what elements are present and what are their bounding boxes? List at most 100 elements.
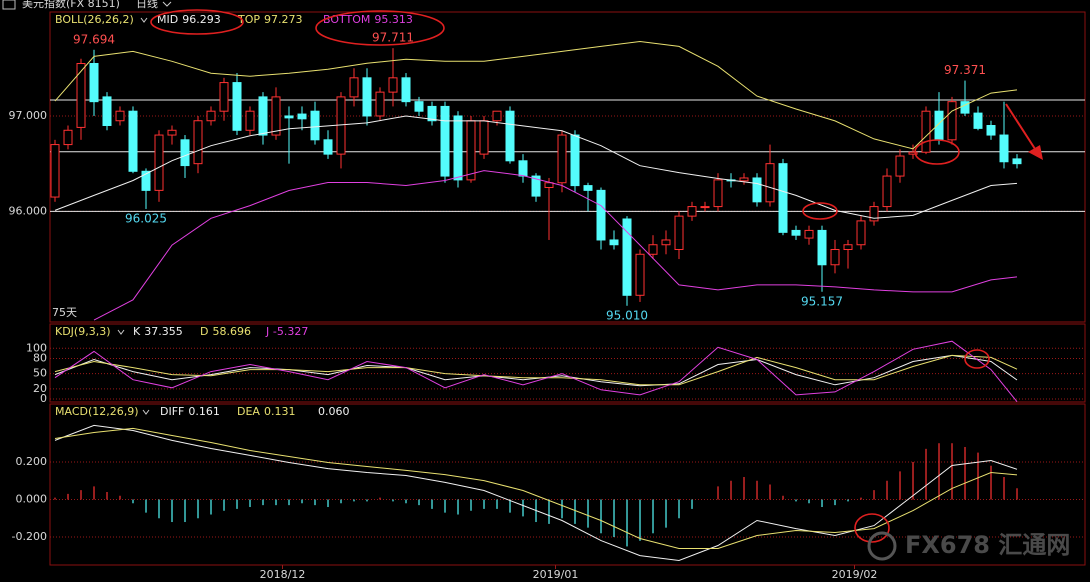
candle-body [817,229,827,266]
candle-body [518,160,528,177]
candle-body [648,244,658,255]
candle-body [635,253,645,296]
x-tick-label: 2018/12 [260,568,306,581]
candle-body [856,220,866,246]
y-tick-label: 0.200 [16,455,48,468]
legend-value: 97.273 [264,13,303,26]
candle-body [583,185,593,191]
menu-icon[interactable] [2,0,16,10]
candle-body [908,151,918,155]
range-label: 75天 [52,306,77,319]
candle-body [479,120,489,155]
legend-name: MID [157,13,178,26]
annotation-drawings: FX678 汇通网 [150,9,1070,561]
legend-value: -5.327 [273,325,308,338]
candle-body [323,139,333,155]
candle-body [752,177,762,203]
candle-body [453,115,463,181]
candle-body [921,110,931,153]
ellipse-mark [854,513,890,543]
candle-body [466,120,476,181]
legend-value: 0.131 [264,405,296,418]
candle-body [765,163,775,203]
extreme-label: 95.157 [801,294,843,308]
candle-body [999,134,1009,163]
indicator-dropdown[interactable] [140,17,148,23]
legend-name: DEA [237,405,260,418]
indicator-name: BOLL(26,26,2) [55,13,134,26]
extreme-label: 95.010 [606,308,648,322]
candle-body [310,110,320,141]
extreme-label: 97.694 [73,32,115,46]
candle-body [570,134,580,187]
candle-body [102,96,112,127]
indicator-dropdown[interactable] [117,329,125,335]
candle-body [349,77,359,98]
candle-body [791,229,801,236]
candle-body [180,139,190,167]
legend-value: 0.060 [318,405,350,418]
period-selector[interactable]: 日线 [136,0,158,10]
candle-body [882,175,892,208]
candle-body [141,170,151,191]
candle-body [63,129,73,146]
ellipse-mark [150,9,244,35]
candle-body [167,129,177,136]
instrument-title: 美元指数(FX 8151) [22,0,120,10]
candle-body [557,134,567,184]
extreme-label: 97.711 [372,31,414,45]
legend-value: 95.313 [374,13,413,26]
indicator-dropdown[interactable] [142,409,150,415]
candle-body [739,177,749,182]
legend-entry: K 37.355 [133,325,183,338]
indicator-line [54,354,1018,386]
y-tick-label: 0.000 [16,493,48,506]
candle-body [869,206,879,222]
y-tick-label: 50 [33,367,47,380]
indicator-line [54,340,1018,403]
candle-body [713,179,723,208]
y-tick-label: -0.200 [12,530,47,543]
candle-body [154,134,164,191]
candle-body [440,105,450,177]
candle-body [258,96,268,136]
candle-body [128,110,138,172]
candle-body [661,239,671,246]
extreme-label: 97.371 [944,63,986,77]
y-tick-label: 97.000 [9,109,48,122]
candle-body [830,249,840,266]
legend-entry: TOP 97.273 [237,13,303,26]
legend-entry: D 58.696 [200,325,251,338]
y-tick-label: 96.000 [9,204,48,217]
candle-body [609,239,619,246]
legend-name: DIFF [160,405,184,418]
candle-body [375,91,385,117]
panel-frame [49,403,1086,566]
ellipse-mark [315,10,445,46]
candle-body [778,163,788,233]
indicator-line [54,427,1018,549]
legend-entry: DIFF 0.161 [160,405,220,418]
legend-value: 0.161 [188,405,220,418]
period-dropdown-arrow[interactable] [162,1,172,7]
legend-value: 96.293 [182,13,221,26]
ellipse-mark [802,202,838,220]
x-tick-label: 2019/01 [533,568,579,581]
candle-body [505,110,515,162]
candle-body [219,82,229,112]
legend-entry: DEA 0.131 [237,405,295,418]
candle-body [700,206,710,209]
x-tick-label: 2019/02 [832,568,878,581]
arrow-head [1028,145,1043,160]
extreme-label: 96.025 [125,211,167,225]
y-tick-label: 80 [33,351,47,364]
candle-body [76,63,86,128]
candle-body [206,110,216,122]
indicator-line [54,40,1018,150]
candle-body [804,229,814,239]
candle-body [544,182,554,189]
candle-body [193,120,203,165]
candle-body [388,77,398,93]
candle-body [596,189,606,241]
